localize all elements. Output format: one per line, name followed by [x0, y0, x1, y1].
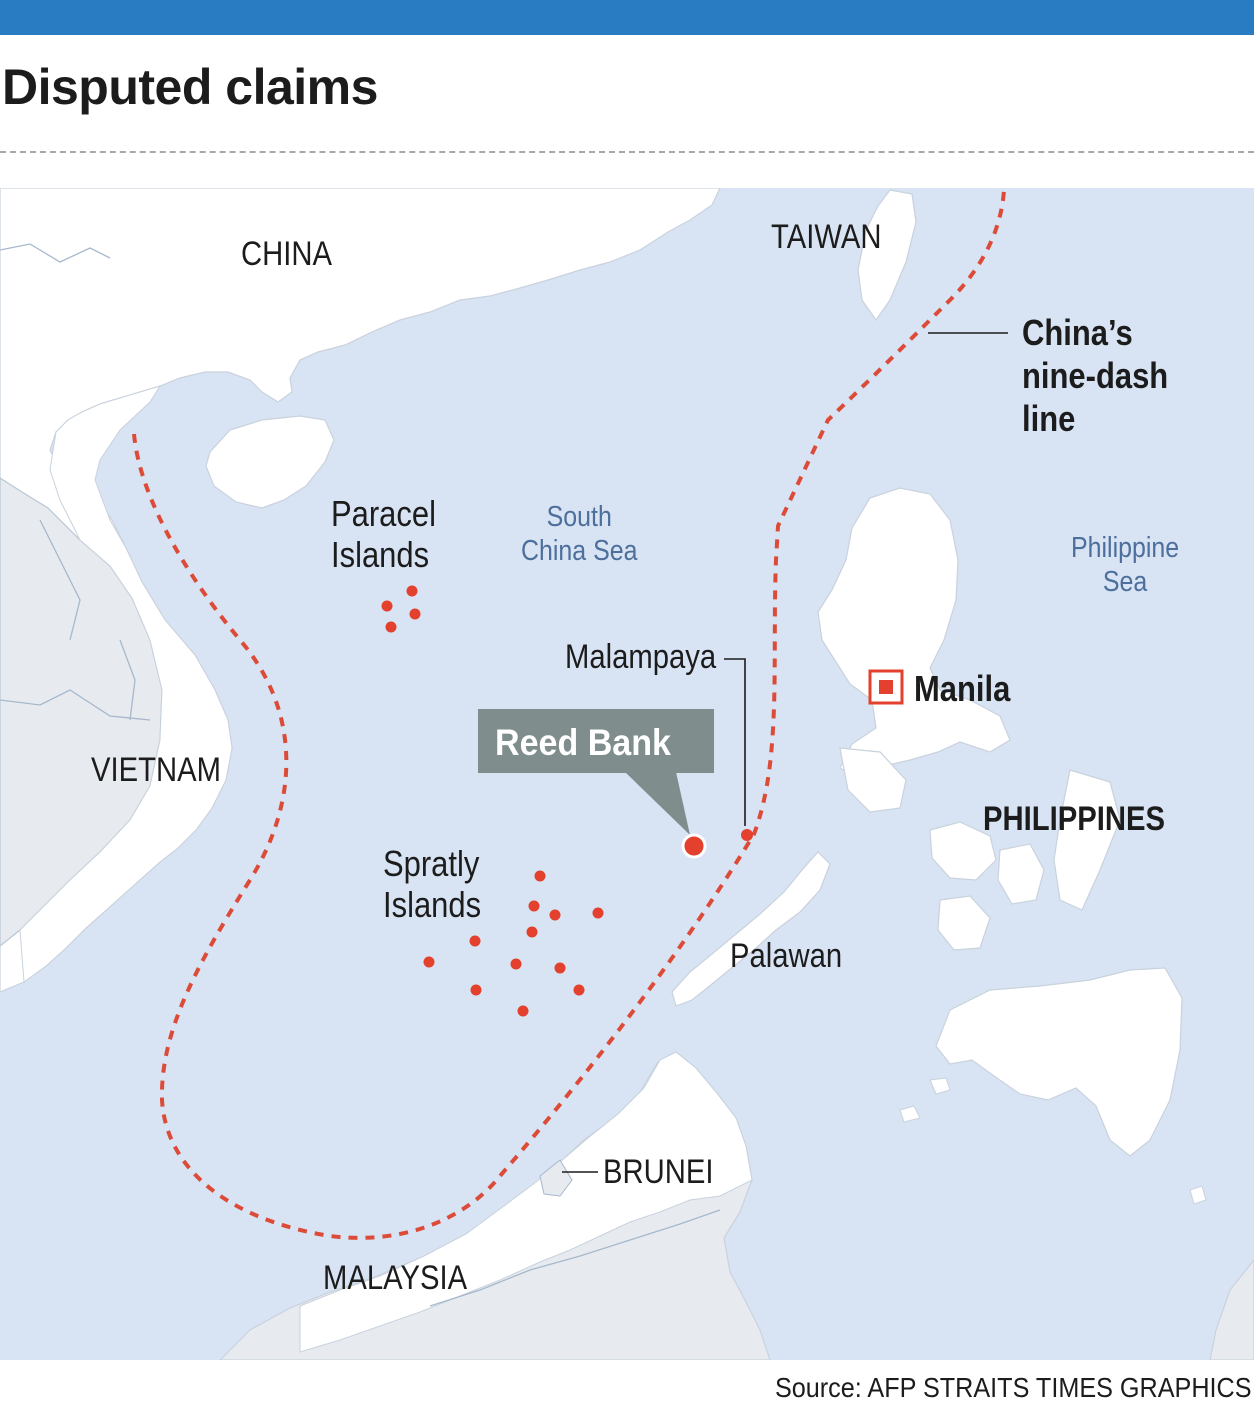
- label-paracel-islands: Paracel Islands: [331, 496, 436, 573]
- sulawesi-fragment: [1209, 1259, 1254, 1360]
- label-spratly-line1: Spratly: [383, 843, 480, 884]
- label-china: CHINA: [241, 235, 332, 273]
- sabah-sarawak: [299, 1051, 753, 1353]
- label-taiwan: TAIWAN: [771, 218, 882, 256]
- label-south-china-sea: South China Sea: [521, 503, 637, 566]
- palawan-island: [671, 851, 831, 1007]
- label-nine-dash-line2: nine-dash: [1022, 355, 1169, 396]
- spratly-marker: [573, 984, 585, 996]
- label-palawan: Palawan: [730, 937, 843, 975]
- mindanao-island: [935, 967, 1183, 1157]
- label-philippine-sea-line1: Philippine: [1071, 532, 1180, 564]
- malampaya-marker: [741, 829, 753, 841]
- reed-bank-callout-pointer: [625, 772, 690, 835]
- label-philippine-sea-line2: Sea: [1102, 566, 1148, 598]
- border-lines: [0, 243, 151, 721]
- spratly-marker: [510, 958, 522, 970]
- spratly-marker: [526, 926, 538, 938]
- paracel-markers: [381, 585, 421, 633]
- paracel-marker: [381, 600, 393, 612]
- label-vietnam: VIETNAM: [91, 751, 221, 789]
- reed-bank-callout: Reed Bank: [478, 709, 714, 773]
- nine-dash-line: [132, 189, 1006, 1240]
- visayas-islands: [929, 821, 1045, 951]
- header-divider: [0, 151, 1254, 153]
- spratly-marker: [534, 870, 546, 882]
- label-paracel-line2: Islands: [331, 534, 430, 575]
- brunei-region: [539, 1159, 573, 1197]
- label-brunei: BRUNEI: [603, 1153, 714, 1191]
- luzon-island: [817, 487, 1011, 781]
- label-philippine-sea: Philippine Sea: [1071, 534, 1179, 597]
- source-credit: Source: AFP STRAITS TIMES GRAPHICS: [775, 1372, 1252, 1403]
- reed-bank-label: Reed Bank: [495, 722, 671, 763]
- manila-marker-center: [879, 680, 893, 694]
- label-nine-dash-line1: China’s: [1022, 312, 1133, 353]
- malampaya-leader: [724, 658, 746, 826]
- header-bar: [0, 0, 1254, 35]
- reed-bank-marker: [681, 833, 707, 859]
- paracel-marker: [385, 621, 397, 633]
- label-philippines: PHILIPPINES: [983, 800, 1165, 838]
- label-south-china-sea-line2: China Sea: [521, 535, 638, 567]
- label-nine-dash-line: China’s nine-dash line: [1022, 315, 1168, 437]
- samar-leyte: [1053, 769, 1121, 911]
- spratly-marker: [517, 1005, 529, 1017]
- hainan-island: [205, 415, 335, 509]
- spratly-marker: [469, 935, 481, 947]
- spratly-marker: [592, 907, 604, 919]
- taiwan-island: [857, 189, 917, 322]
- label-paracel-line1: Paracel: [331, 493, 436, 534]
- label-malaysia: MALAYSIA: [323, 1259, 468, 1297]
- mindoro-island: [839, 747, 907, 813]
- spratly-markers: [423, 870, 604, 1017]
- spratly-marker: [528, 900, 540, 912]
- label-south-china-sea-line1: South: [546, 501, 612, 533]
- spratly-marker: [549, 909, 561, 921]
- vietnam-coast: [19, 385, 233, 983]
- paracel-marker: [409, 608, 421, 620]
- label-malampaya: Malampaya: [565, 638, 717, 676]
- label-manila: Manila: [914, 668, 1011, 709]
- map-canvas: [0, 188, 1254, 1360]
- spratly-marker: [470, 984, 482, 996]
- label-spratly-islands: Spratly Islands: [383, 846, 481, 923]
- kalimantan-border: [429, 1209, 721, 1307]
- map: CHINA TAIWAN VIETNAM PHILIPPINES MALAYSI…: [0, 188, 1254, 1360]
- label-spratly-line2: Islands: [383, 884, 482, 925]
- sulu-islands: [899, 1077, 1207, 1205]
- paracel-marker: [406, 585, 418, 597]
- page-title: Disputed claims: [2, 59, 378, 115]
- spratly-marker: [554, 962, 566, 974]
- spratly-marker: [423, 956, 435, 968]
- label-nine-dash-line3: line: [1022, 398, 1076, 439]
